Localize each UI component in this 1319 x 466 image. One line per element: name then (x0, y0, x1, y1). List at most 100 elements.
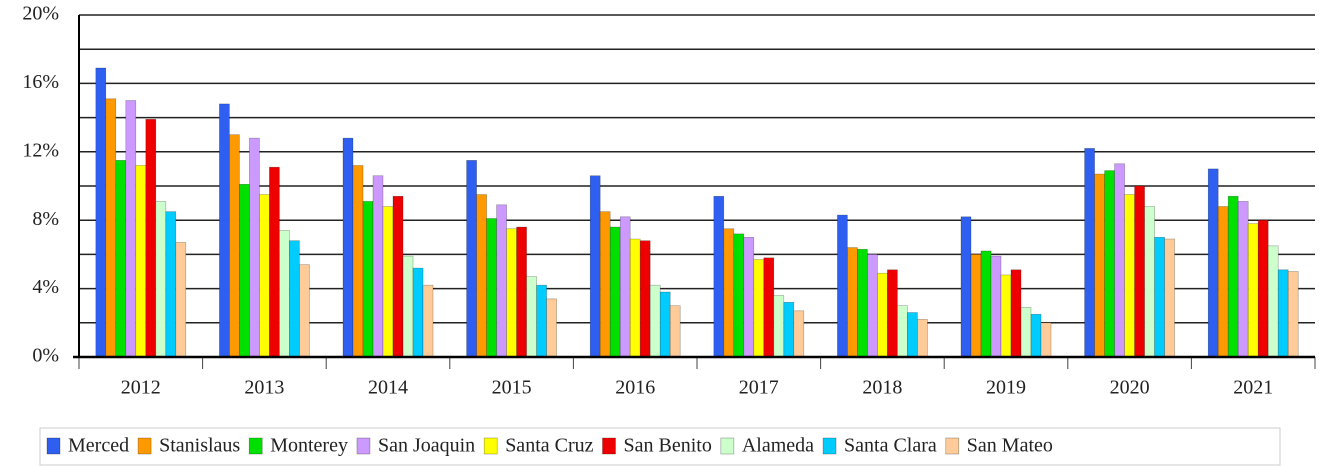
legend-label: Stanislaus (159, 435, 240, 457)
bar (1207, 168, 1219, 358)
bar (476, 194, 487, 358)
bar (753, 259, 765, 358)
x-tick-label: 2015 (492, 377, 532, 399)
bar (639, 240, 651, 358)
bar (1104, 170, 1115, 358)
x-tick-label: 2013 (244, 377, 284, 399)
bar (259, 194, 270, 358)
bar (1134, 185, 1145, 358)
x-tick-label: 2012 (121, 377, 161, 399)
bar (1000, 274, 1012, 358)
bar (135, 165, 147, 358)
y-tick-label: 4% (32, 276, 59, 298)
bar (867, 254, 878, 358)
bar (793, 310, 805, 358)
bar (105, 98, 117, 358)
bar (496, 204, 507, 358)
bar (960, 216, 972, 358)
legend-label: Monterey (270, 435, 348, 457)
bar (229, 134, 240, 358)
bar (743, 237, 755, 358)
bar (352, 165, 364, 358)
legend-label: Merced (68, 435, 129, 457)
bar (723, 228, 735, 358)
bar (1227, 195, 1239, 358)
bar (372, 175, 384, 358)
legend-swatch (602, 437, 616, 455)
bar (362, 201, 374, 358)
x-tick-label: 2019 (986, 377, 1026, 399)
bar (422, 284, 434, 358)
bar (990, 255, 1002, 358)
bar (536, 284, 547, 358)
bar (783, 301, 795, 358)
bar (145, 119, 157, 358)
x-tick-label: 2020 (1110, 377, 1150, 399)
bar (1020, 307, 1032, 358)
y-tick-label: 8% (32, 208, 59, 230)
bar (857, 248, 868, 358)
bar (917, 319, 928, 358)
bar (897, 305, 908, 358)
legend-swatch (483, 437, 498, 455)
bar (125, 100, 137, 358)
bar (506, 228, 517, 358)
bar (279, 230, 290, 358)
bar (239, 183, 250, 358)
bar (619, 216, 631, 358)
bar (1267, 245, 1279, 358)
x-tick-label: 2014 (368, 377, 408, 399)
legend-swatch (137, 437, 152, 455)
bar (299, 264, 310, 358)
bar (1010, 269, 1022, 358)
y-tick-label: 20% (22, 3, 59, 25)
bar (165, 211, 177, 358)
y-tick-label: 12% (22, 139, 59, 161)
bar (1247, 223, 1259, 358)
bar (649, 284, 661, 358)
bar (269, 166, 280, 358)
bar (763, 257, 775, 358)
legend-label: Santa Clara (844, 435, 937, 457)
bar (486, 218, 497, 358)
bar (412, 267, 424, 358)
bar (1030, 313, 1042, 358)
bar (1040, 322, 1052, 358)
bar (1277, 269, 1289, 358)
legend-label: Alameda (742, 435, 814, 457)
x-tick-label: 2021 (1233, 377, 1273, 399)
bar (1217, 206, 1229, 358)
legend-swatch (46, 437, 61, 455)
legend-label: Santa Cruz (505, 435, 593, 457)
bar (546, 298, 557, 358)
x-tick-label: 2018 (862, 377, 902, 399)
bar (155, 201, 167, 358)
bar (516, 226, 527, 358)
bar (609, 226, 621, 358)
y-tick-label: 16% (22, 71, 59, 93)
bar (219, 103, 230, 358)
bar (970, 254, 982, 358)
bar (175, 242, 187, 358)
bar (1084, 148, 1095, 358)
bar (980, 250, 992, 358)
legend-swatch (945, 437, 960, 455)
y-tick-label: 0% (32, 345, 59, 367)
x-tick-label: 2017 (739, 377, 779, 399)
bar (95, 67, 107, 358)
bar (526, 276, 537, 358)
bar (669, 305, 681, 358)
bar (837, 214, 848, 358)
bar (1114, 163, 1125, 358)
bar (629, 238, 641, 358)
bar (713, 195, 725, 358)
bar (733, 233, 745, 358)
bar (1154, 237, 1165, 358)
bar (1164, 238, 1175, 358)
bar (249, 137, 260, 358)
bar (1237, 201, 1249, 358)
bar (1257, 219, 1269, 358)
bar (466, 160, 477, 358)
legend-label: San Benito (624, 435, 712, 457)
x-tick-label: 2016 (615, 377, 655, 399)
